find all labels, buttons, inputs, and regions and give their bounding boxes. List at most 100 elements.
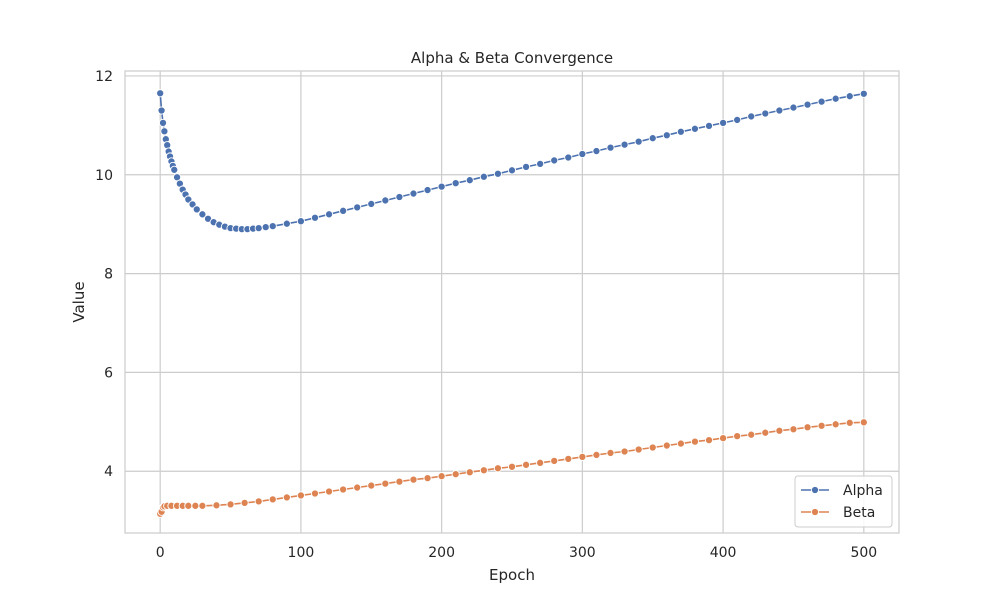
data-point-beta — [282, 493, 291, 502]
data-point-beta — [859, 418, 868, 427]
data-point-alpha — [296, 217, 305, 226]
data-point-beta — [662, 441, 671, 450]
data-point-alpha — [522, 162, 531, 171]
data-point-alpha — [507, 166, 517, 175]
data-point-beta — [620, 447, 629, 456]
data-point-beta — [704, 436, 714, 445]
data-point-beta — [747, 430, 756, 439]
data-point-beta — [690, 437, 699, 446]
data-point-beta — [592, 450, 601, 459]
data-point-beta — [845, 418, 854, 427]
data-point-beta — [831, 420, 840, 429]
data-point-alpha — [690, 124, 699, 133]
data-point-alpha — [634, 137, 643, 146]
data-point-alpha — [648, 134, 657, 143]
data-point-beta — [733, 432, 742, 441]
data-point-beta — [634, 445, 643, 454]
data-point-alpha — [160, 127, 169, 136]
y-tick-label: 4 — [104, 464, 113, 480]
data-point-alpha — [282, 219, 291, 228]
data-point-beta — [191, 501, 200, 510]
data-point-alpha — [550, 156, 559, 165]
data-point-beta — [606, 448, 615, 458]
data-point-beta — [184, 501, 193, 510]
legend-swatch-marker — [810, 485, 820, 495]
data-point-alpha — [789, 103, 798, 112]
data-point-alpha — [381, 196, 390, 205]
data-point-beta — [212, 501, 221, 510]
data-point-beta — [761, 428, 770, 437]
data-point-beta — [325, 487, 334, 496]
data-point-beta — [648, 443, 657, 452]
data-point-beta — [451, 470, 460, 479]
series-alpha — [156, 89, 868, 234]
data-point-beta — [254, 497, 263, 506]
data-point-beta — [296, 491, 305, 500]
data-point-alpha — [733, 115, 742, 124]
y-tick-label: 12 — [95, 69, 113, 85]
data-point-beta — [310, 489, 320, 498]
data-point-beta — [817, 421, 826, 430]
data-point-alpha — [156, 89, 165, 98]
legend: Alpha Beta — [794, 475, 893, 528]
y-tick-label: 6 — [104, 365, 113, 381]
x-tick-label: 100 — [288, 545, 315, 561]
data-point-alpha — [451, 179, 460, 188]
data-point-alpha — [761, 109, 770, 118]
x-axis-label: Epoch — [489, 566, 535, 584]
data-point-alpha — [747, 112, 756, 121]
data-point-alpha — [536, 159, 545, 168]
data-point-alpha — [831, 94, 840, 103]
series-beta — [156, 418, 868, 518]
data-point-alpha — [662, 131, 671, 140]
data-point-beta — [409, 475, 418, 484]
data-point-alpha — [163, 141, 172, 150]
data-point-beta — [423, 474, 432, 483]
data-point-alpha — [845, 92, 854, 101]
data-point-alpha — [353, 203, 362, 212]
data-point-beta — [550, 456, 559, 465]
ticks: 0 100 200 300 400 500 4 6 8 10 12 — [95, 69, 877, 561]
data-point-beta — [789, 425, 798, 434]
series — [156, 89, 868, 518]
data-point-alpha — [465, 176, 474, 185]
data-point-alpha — [325, 210, 334, 219]
data-point-beta — [367, 481, 376, 490]
data-point-alpha — [592, 146, 601, 156]
x-tick-label: 300 — [569, 545, 596, 561]
legend-label-alpha: Alpha — [843, 483, 883, 499]
data-point-beta — [719, 434, 728, 443]
data-point-alpha — [803, 100, 812, 109]
data-point-beta — [268, 495, 277, 504]
data-point-beta — [240, 498, 249, 507]
data-point-beta — [437, 472, 446, 481]
data-point-alpha — [261, 223, 270, 232]
x-tick-label: 400 — [710, 545, 737, 561]
legend-box — [794, 475, 893, 528]
x-tick-label: 200 — [428, 545, 455, 561]
data-point-beta — [578, 452, 587, 461]
chart-title: Alpha & Beta Convergence — [411, 49, 613, 67]
data-point-alpha — [775, 106, 784, 115]
data-point-alpha — [676, 127, 685, 136]
x-tick-label: 0 — [156, 545, 165, 561]
y-axis-label: Value — [70, 281, 88, 322]
data-point-alpha — [339, 206, 348, 215]
data-point-beta — [465, 468, 474, 477]
legend-label-beta: Beta — [843, 505, 875, 521]
data-point-beta — [803, 423, 812, 432]
data-point-beta — [198, 501, 207, 510]
data-point-beta — [226, 500, 235, 509]
data-point-alpha — [719, 118, 728, 127]
data-point-beta — [536, 458, 545, 467]
data-point-alpha — [578, 149, 587, 159]
data-point-alpha — [493, 169, 502, 178]
data-point-beta — [339, 485, 348, 494]
data-point-alpha — [423, 186, 432, 195]
data-point-alpha — [620, 140, 629, 149]
data-point-beta — [395, 477, 404, 486]
grid — [125, 71, 899, 533]
data-point-alpha — [859, 89, 868, 98]
